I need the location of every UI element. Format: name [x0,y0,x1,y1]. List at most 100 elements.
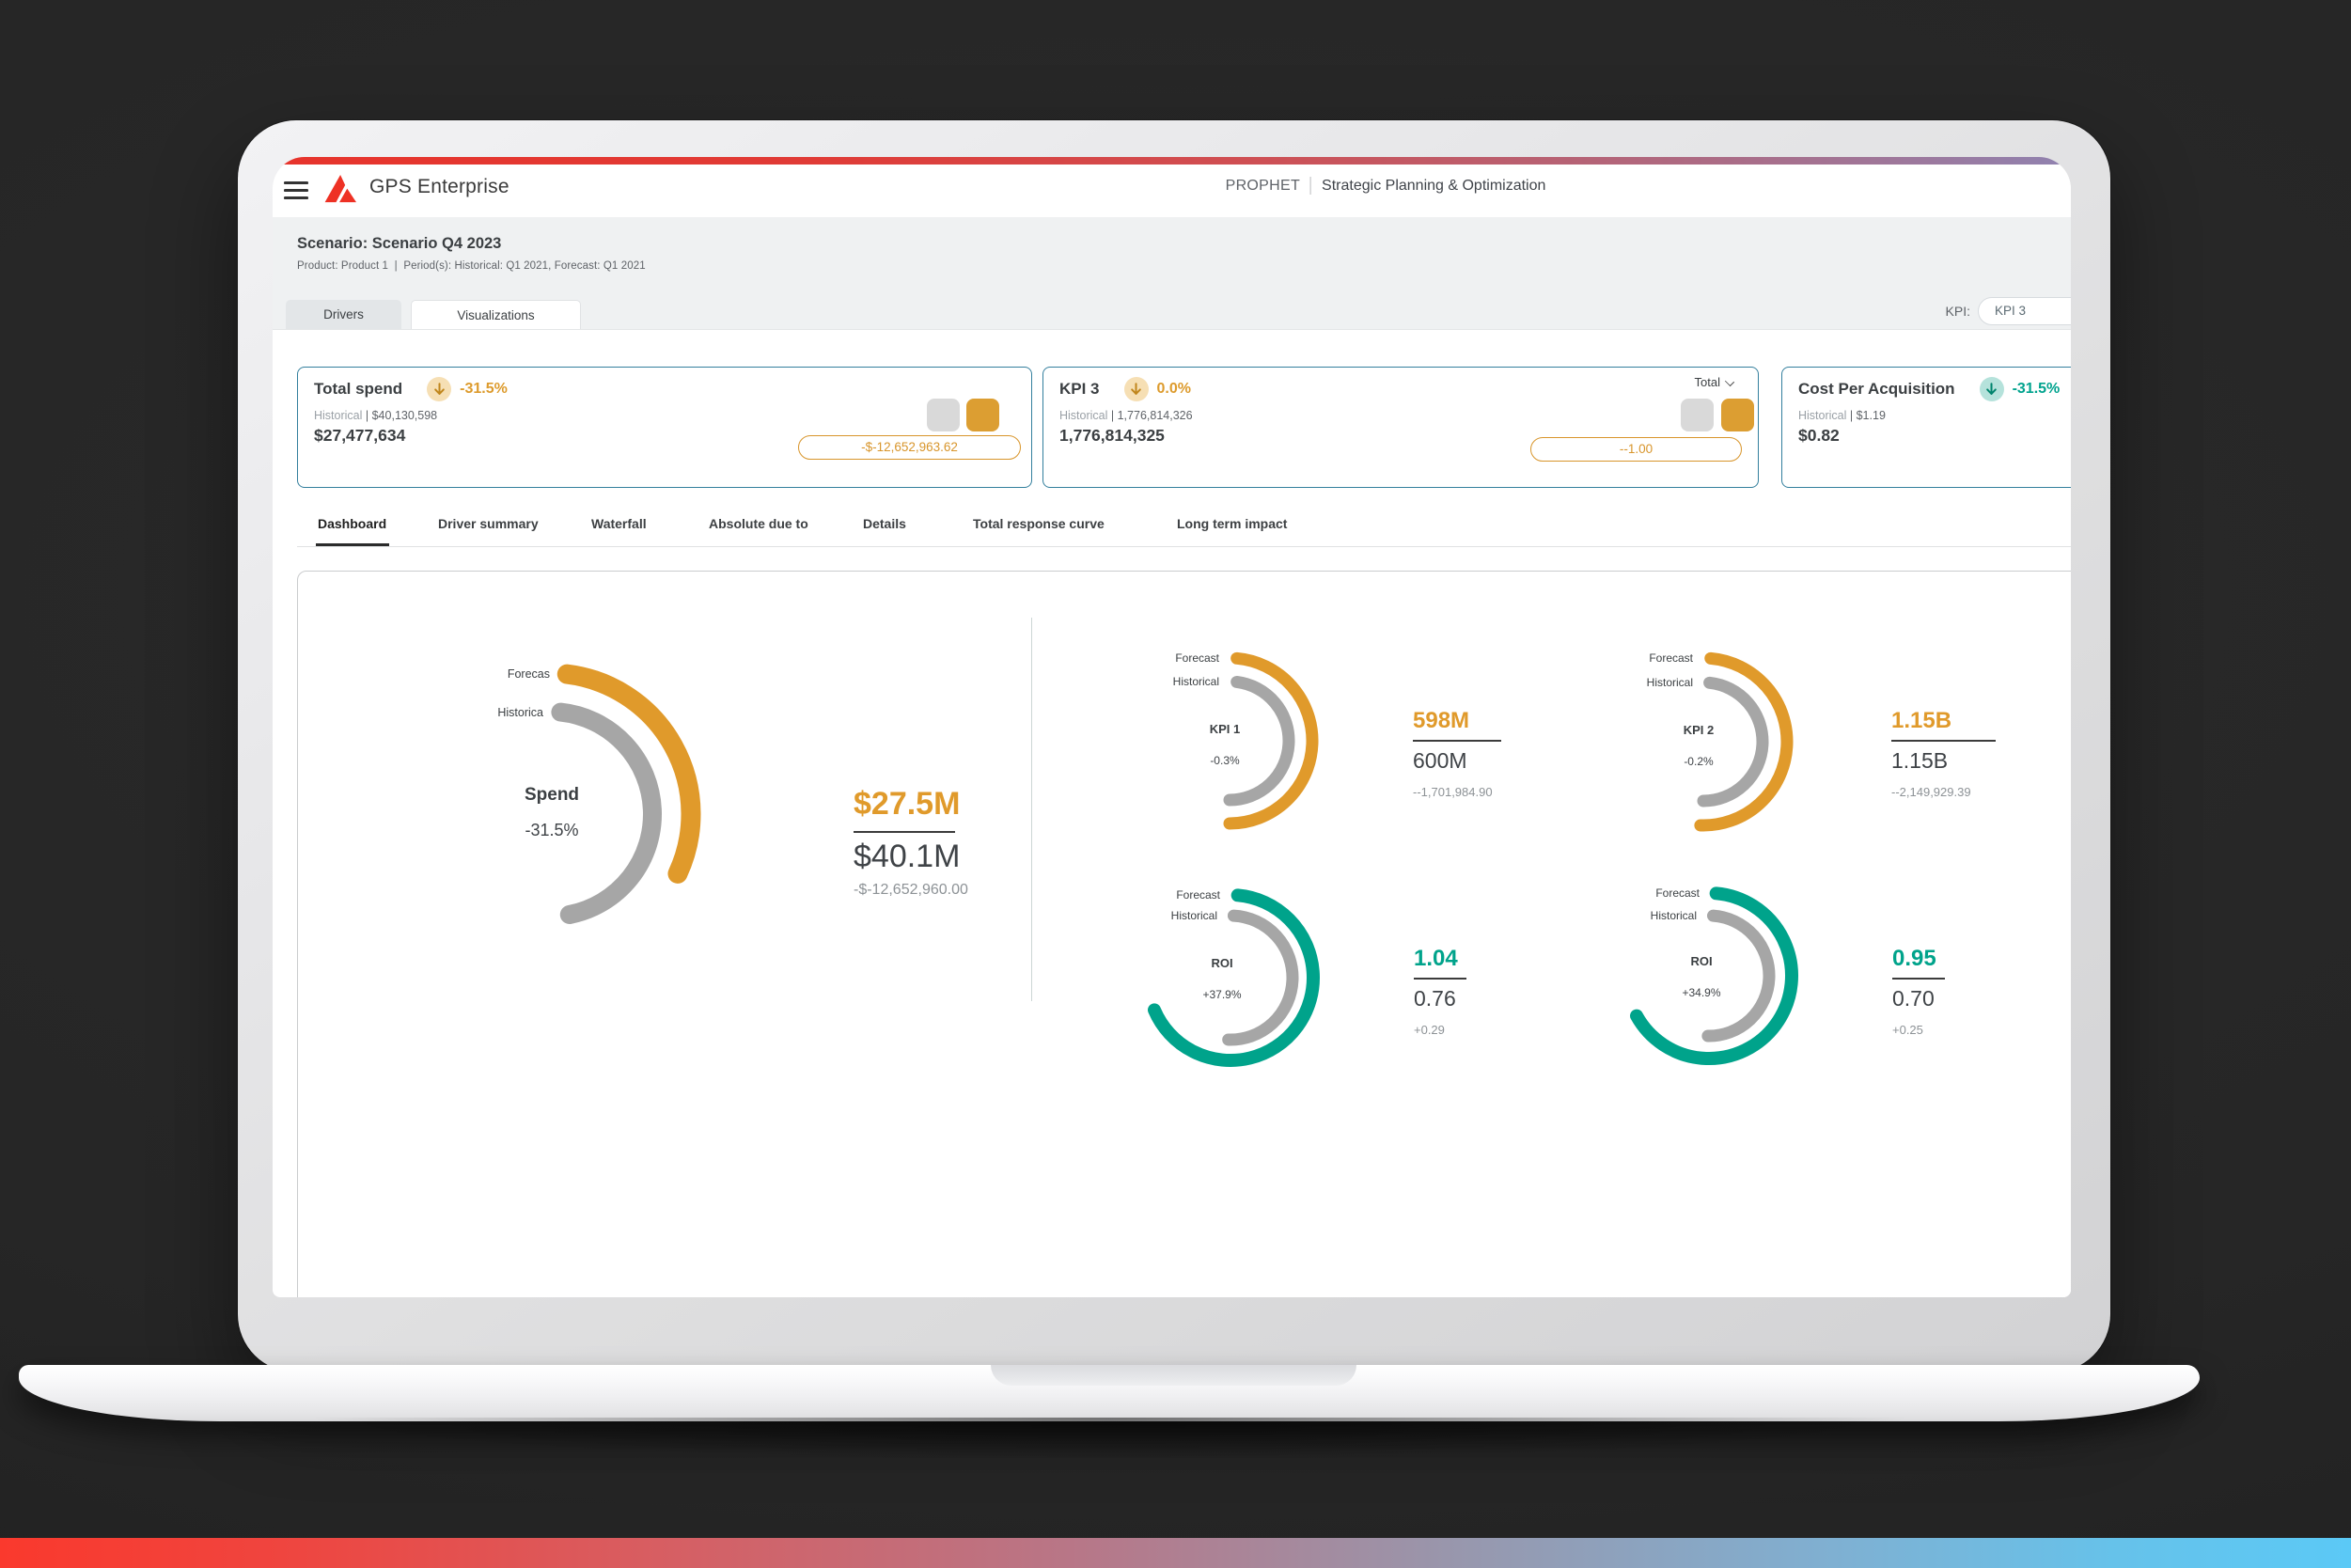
tab-driver-summary[interactable]: Driver summary [438,516,539,531]
forecast-value: 598M [1413,708,1470,733]
forecast-value: 1.04 [1414,946,1458,971]
trend-percent: -31.5% [460,381,508,397]
laptop-screen: GPS Enterprise PROPHET Strategic Plannin… [273,157,2071,1297]
difference-value: --1,701,984.90 [1413,785,1493,799]
laptop-base [19,1365,2200,1421]
difference-value: +0.25 [1892,1023,1923,1037]
trend-down-icon [1123,377,1149,401]
historical-value: 1.15B [1891,748,1949,773]
gauge-historical-label: Historical [1650,909,1697,922]
historical-line: Historical | 1,776,814,326 [1059,409,1193,422]
tab-total-response-curve[interactable]: Total response curve [973,516,1105,531]
delta-pill: --1.00 [1530,437,1742,462]
legend-swatch-historical[interactable] [927,399,960,431]
brand-name: GPS Enterprise [369,176,509,197]
gauge-historical-label: Historica [497,706,543,719]
difference-value: +0.29 [1414,1023,1445,1037]
card-title: Cost Per Acquisition [1798,380,1955,398]
gauge-change: -0.3% [1210,754,1240,767]
page-gradient-strip [0,1538,2351,1568]
gauge-title: ROI [1211,956,1233,970]
card-cost-per-acquisition: Cost Per Acquisition -31.5% Historical |… [1781,367,2071,488]
forecast-value: 1.15B [1891,708,1952,733]
tabs-divider [297,546,2071,547]
legend-swatch-forecast[interactable] [966,399,999,431]
value-rule [1414,978,1466,980]
difference-value: --2,149,929.39 [1891,785,1971,799]
card-title: KPI 3 [1059,380,1100,398]
tab-dashboard[interactable]: Dashboard [318,516,387,531]
gauge-forecast-label: Forecas [507,667,550,681]
gauge-title: KPI 2 [1683,723,1715,737]
laptop-shadow [38,1418,2181,1474]
trend-down-icon [427,377,452,401]
legend-swatch-forecast[interactable] [1721,399,1754,431]
gauge-title: Spend [524,785,580,805]
historical-line: Historical | $1.19 [1798,409,1886,422]
gauge-title: ROI [1690,954,1713,968]
kpi-select-label: KPI: [1945,304,1970,319]
card-value: $0.82 [1798,426,1840,445]
brand-logo-icon [324,175,356,203]
historical-value: 0.76 [1414,986,1456,1011]
view-tabs: Dashboard Driver summary Waterfall Absol… [273,512,2071,547]
trend-percent: 0.0% [1156,381,1191,397]
gauge-historical-label: Historical [1646,676,1693,689]
delta-pill: -$-12,652,963.62 [798,435,1021,460]
title-separator [1310,177,1312,195]
panel-divider [1031,618,1032,1001]
legend-swatch-historical[interactable] [1681,399,1714,431]
product-name: PROPHET [1225,177,1301,194]
tab-details[interactable]: Details [863,516,906,531]
trend-down-icon [1979,377,2004,401]
active-tab-underline [316,543,389,546]
value-rule [1413,740,1501,742]
scenario-bar: Scenario: Scenario Q4 2023 Product: Prod… [273,217,2071,330]
app-top-gradient-bar [273,157,2071,165]
kpi-select[interactable]: KPI 3 [1978,297,2071,325]
difference-value: -$-12,652,960.00 [854,882,968,898]
card-value: 1,776,814,325 [1059,426,1165,445]
card-total-spend: Total spend -31.5% Historical | $40,130,… [297,367,1032,488]
gauge-change: +34.9% [1682,986,1721,999]
scenario-title: Scenario: Scenario Q4 2023 [297,235,502,252]
card-title: Total spend [314,380,403,398]
trend-percent: -31.5% [2012,381,2061,397]
menu-icon[interactable] [284,181,308,199]
product-title: PROPHET Strategic Planning & Optimizatio… [1225,177,1546,195]
gauge-forecast-label: Forecast [1175,651,1219,665]
gauge-change: -31.5% [525,821,579,839]
forecast-value: $27.5M [854,786,961,822]
historical-value: $40.1M [854,839,961,874]
value-rule [1891,740,1996,742]
chevron-down-icon [1726,376,1734,384]
gauge-change: -0.2% [1684,755,1714,768]
value-rule [854,831,955,833]
app-window: GPS Enterprise PROPHET Strategic Plannin… [273,157,2071,1297]
forecast-value: 0.95 [1892,946,1936,971]
product-subtitle: Strategic Planning & Optimization [1322,177,1546,194]
laptop-lid: GPS Enterprise PROPHET Strategic Plannin… [238,120,2110,1372]
total-dropdown[interactable]: Total [1695,375,1734,389]
historical-value: 0.70 [1892,986,1935,1011]
tab-absolute-due-to[interactable]: Absolute due to [709,516,808,531]
gauge-forecast-label: Forecast [1655,886,1700,900]
gauge-historical-label: Historical [1170,909,1217,922]
gauge-forecast-label: Forecast [1649,651,1693,665]
laptop-base-notch [991,1365,1356,1386]
scenario-subtitle: Product: Product 1 | Period(s): Historic… [297,260,646,272]
gauge-historical-label: Historical [1172,675,1219,688]
gauge-forecast-label: Forecast [1176,888,1220,902]
tab-long-term-impact[interactable]: Long term impact [1177,516,1288,531]
tab-waterfall[interactable]: Waterfall [591,516,647,531]
card-value: $27,477,634 [314,426,406,445]
tab-drivers[interactable]: Drivers [286,300,401,329]
gauge-title: KPI 1 [1209,722,1241,736]
app-header: GPS Enterprise PROPHET Strategic Plannin… [273,165,2071,217]
tab-visualizations[interactable]: Visualizations [411,300,581,329]
gauge-change: +37.9% [1202,988,1242,1001]
historical-value: 600M [1413,748,1467,773]
value-rule [1892,978,1945,980]
card-kpi3: KPI 3 0.0% Total Historical | 1,776,814,… [1042,367,1759,488]
